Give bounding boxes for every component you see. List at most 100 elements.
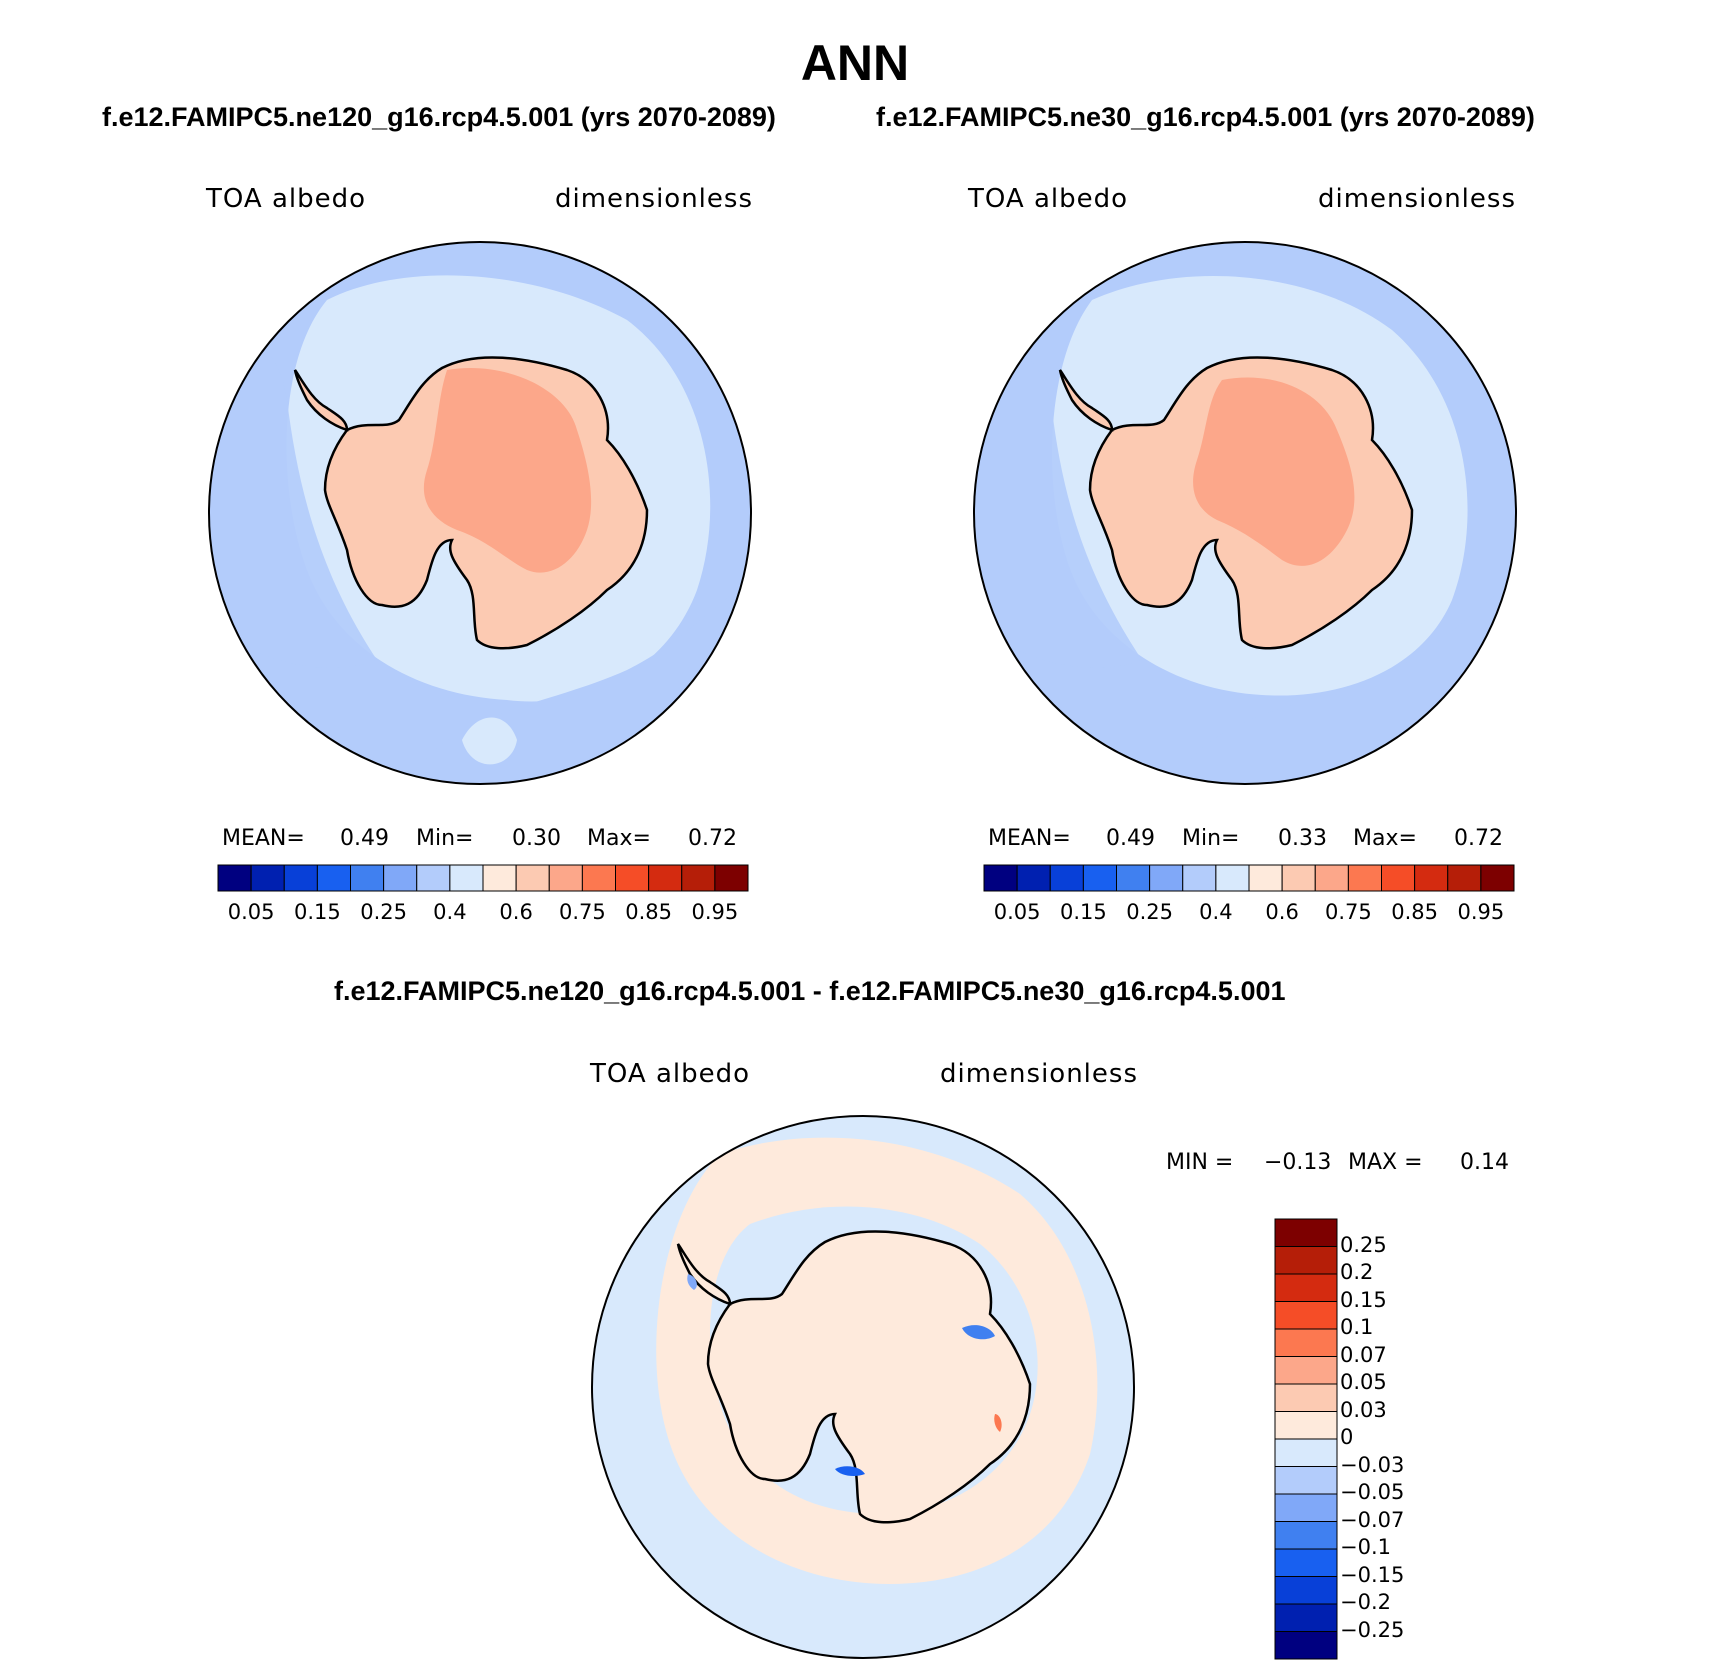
colorbar-swatch bbox=[1149, 864, 1184, 892]
colorbar-tick-label: 0.25 bbox=[360, 900, 408, 924]
colorbar-tick-label: 0.03 bbox=[1340, 1397, 1387, 1422]
colorbar-tick-label: 0.07 bbox=[1340, 1342, 1387, 1367]
difference-max-value: 0.14 bbox=[1460, 1150, 1509, 1175]
difference-variable-label: TOA albedo bbox=[590, 1059, 751, 1089]
antarctic-peninsula bbox=[676, 1243, 732, 1306]
colorbar-swatch bbox=[1274, 1493, 1338, 1522]
colorbar-tick-label: 0.4 bbox=[1199, 900, 1233, 924]
colorbar-swatch bbox=[383, 864, 418, 892]
colorbar-swatch bbox=[515, 864, 550, 892]
colorbar-swatch bbox=[1049, 864, 1084, 892]
high-plateau bbox=[1193, 377, 1355, 566]
colorbar-swatch bbox=[983, 864, 1018, 892]
colorbar-swatch bbox=[548, 864, 583, 892]
right-polar-map bbox=[973, 241, 1517, 785]
colorbar-tick-label: 0.6 bbox=[499, 900, 533, 924]
colorbar-tick-label: 0.95 bbox=[691, 900, 739, 924]
colorbar-tick-label: 0.05 bbox=[1340, 1370, 1387, 1394]
colorbar-tick-label: −0.03 bbox=[1340, 1452, 1405, 1477]
colorbar-swatch bbox=[1274, 1328, 1338, 1357]
colorbar-swatch bbox=[1016, 864, 1051, 892]
colorbar-swatch bbox=[648, 864, 683, 892]
colorbar-swatch bbox=[1274, 1576, 1338, 1605]
colorbar-swatch bbox=[416, 864, 451, 892]
right-mean-value: 0.49 bbox=[1106, 826, 1155, 851]
colorbar-swatch bbox=[1274, 1273, 1338, 1302]
colorbar-swatch bbox=[581, 864, 617, 892]
colorbar-swatch bbox=[1274, 1218, 1338, 1247]
colorbar-swatch bbox=[1215, 864, 1250, 892]
colorbar-tick-label: 0.6 bbox=[1265, 900, 1299, 924]
left-mean-label: MEAN= bbox=[222, 826, 305, 851]
colorbar-swatch bbox=[1281, 864, 1316, 892]
colorbar-tick-label: 0.85 bbox=[625, 900, 673, 924]
colorbar-tick-label: −0.1 bbox=[1340, 1535, 1391, 1559]
positive-anomaly-spot bbox=[994, 1414, 1002, 1432]
left-colorbar bbox=[217, 864, 749, 892]
colorbar-tick-label: 0.15 bbox=[293, 900, 341, 924]
colorbar-swatch bbox=[1274, 1438, 1338, 1467]
antarctic-continent bbox=[706, 1230, 1032, 1524]
right-mean-label: MEAN= bbox=[988, 826, 1071, 851]
sea-ice-patch bbox=[462, 717, 517, 765]
colorbar-swatch bbox=[1414, 864, 1449, 892]
colorbar-swatch bbox=[1274, 1521, 1338, 1550]
colorbar-swatch bbox=[1314, 864, 1349, 892]
left-colorbar-ticks: 0.05 0.15 0.25 0.4 0.6 0.75 0.85 0.95 bbox=[218, 900, 748, 928]
negative-anomaly-spot bbox=[962, 1325, 995, 1340]
colorbar-swatch bbox=[1182, 864, 1217, 892]
colorbar-swatch bbox=[217, 864, 252, 892]
figure-title: ANN bbox=[800, 35, 910, 91]
colorbar-tick-label: 0.25 bbox=[1340, 1232, 1387, 1257]
colorbar-swatch bbox=[1082, 864, 1118, 892]
left-case-title: f.e12.FAMIPC5.ne120_g16.rcp4.5.001 (yrs … bbox=[102, 102, 776, 132]
colorbar-tick-label: −0.05 bbox=[1340, 1480, 1405, 1504]
colorbar-tick-label: 0.05 bbox=[227, 900, 275, 924]
colorbar-swatch bbox=[1274, 1246, 1338, 1275]
negative-anomaly-spot bbox=[687, 1274, 697, 1290]
high-plateau bbox=[423, 368, 592, 573]
negative-anomaly-spot bbox=[835, 1466, 865, 1477]
colorbar-swatch bbox=[482, 864, 517, 892]
antarctic-peninsula bbox=[1058, 369, 1114, 432]
difference-units-label: dimensionless bbox=[940, 1059, 1138, 1089]
left-polar-map bbox=[208, 241, 752, 785]
colorbar-tick-label: 0.75 bbox=[1324, 900, 1372, 924]
colorbar-tick-label: 0.95 bbox=[1457, 900, 1505, 924]
colorbar-swatch bbox=[1274, 1356, 1338, 1385]
colorbar-tick-label: 0.15 bbox=[1059, 900, 1107, 924]
colorbar-swatch bbox=[1248, 864, 1283, 892]
difference-colorbar bbox=[1274, 1218, 1338, 1660]
right-max-label: Max= bbox=[1353, 826, 1417, 851]
left-min-value: 0.30 bbox=[512, 826, 561, 851]
colorbar-swatch bbox=[1274, 1383, 1338, 1412]
colorbar-tick-label: 0.25 bbox=[1126, 900, 1174, 924]
left-units-label: dimensionless bbox=[555, 184, 753, 214]
right-min-value: 0.33 bbox=[1278, 826, 1327, 851]
colorbar-tick-label: 0.2 bbox=[1340, 1260, 1374, 1284]
right-min-label: Min= bbox=[1182, 826, 1240, 851]
difference-colorbar-ticks: 0.25 0.2 0.15 0.1 0.07 0.05 0.03 0 −0.03 −0.05 −0.… bbox=[1340, 1218, 1460, 1660]
colorbar-tick-label: −0.25 bbox=[1340, 1617, 1405, 1642]
right-colorbar-ticks: 0.05 0.15 0.25 0.4 0.6 0.75 0.85 0.95 bbox=[984, 900, 1514, 928]
colorbar-tick-label: 0.1 bbox=[1340, 1315, 1374, 1339]
right-case-title: f.e12.FAMIPC5.ne30_g16.rcp4.5.001 (yrs 2… bbox=[876, 102, 1535, 132]
colorbar-swatch bbox=[250, 864, 285, 892]
west-ocean-band bbox=[974, 353, 1142, 668]
left-mean-value: 0.49 bbox=[340, 826, 389, 851]
difference-polar-map bbox=[591, 1115, 1135, 1659]
right-units-label: dimensionless bbox=[1318, 184, 1516, 214]
antarctic-peninsula bbox=[293, 369, 349, 432]
colorbar-tick-label: −0.15 bbox=[1340, 1562, 1405, 1587]
difference-title: f.e12.FAMIPC5.ne120_g16.rcp4.5.001 - f.e… bbox=[334, 976, 1286, 1006]
colorbar-swatch bbox=[714, 864, 749, 892]
difference-max-label: MAX = bbox=[1348, 1150, 1423, 1175]
left-min-label: Min= bbox=[416, 826, 474, 851]
colorbar-swatch bbox=[1347, 864, 1383, 892]
colorbar-swatch bbox=[1274, 1603, 1338, 1632]
colorbar-tick-label: 0 bbox=[1340, 1425, 1354, 1449]
colorbar-tick-label: 0.15 bbox=[1340, 1287, 1387, 1312]
colorbar-tick-label: 0.85 bbox=[1391, 900, 1439, 924]
colorbar-swatch bbox=[1116, 864, 1151, 892]
colorbar-swatch bbox=[350, 864, 385, 892]
